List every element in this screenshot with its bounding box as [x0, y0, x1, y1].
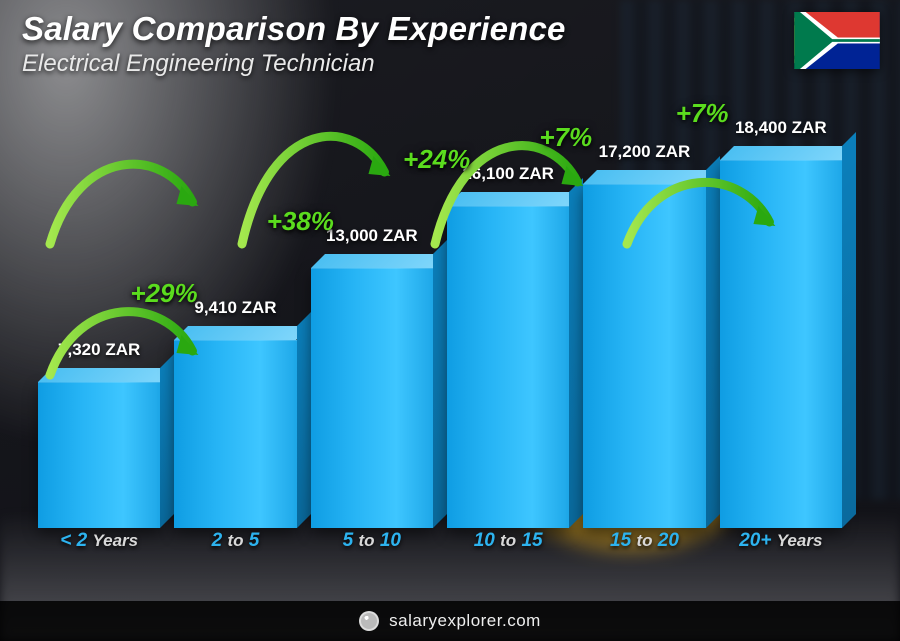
bar-front-face — [38, 382, 160, 528]
chart-title: Salary Comparison By Experience — [22, 10, 780, 48]
bar-top-face — [720, 146, 856, 160]
bar-side-face — [433, 240, 447, 528]
bar-value-label: 9,410 ZAR — [194, 298, 276, 318]
x-category-label: 2 to 5 — [174, 530, 296, 556]
bar-top-face — [38, 368, 174, 382]
header: Salary Comparison By Experience Electric… — [22, 10, 780, 78]
bar: 13,000 ZAR — [311, 268, 433, 528]
bar-value-label: 7,320 ZAR — [58, 340, 140, 360]
bar-top-face — [311, 254, 447, 268]
bar: 9,410 ZAR — [174, 340, 296, 528]
footer-text: salaryexplorer.com — [389, 611, 541, 631]
x-category-label: < 2 Years — [38, 530, 160, 556]
bar-value-label: 18,400 ZAR — [735, 118, 827, 138]
bar-front-face — [583, 184, 705, 528]
bar: 17,200 ZAR — [583, 184, 705, 528]
bar-3d — [311, 268, 433, 528]
bar-top-face — [174, 326, 310, 340]
bar-3d — [38, 382, 160, 528]
bar: 18,400 ZAR — [720, 160, 842, 528]
bars-container: 7,320 ZAR9,410 ZAR13,000 ZAR16,100 ZAR17… — [30, 110, 850, 528]
bar-side-face — [297, 312, 311, 528]
globe-icon — [359, 611, 379, 631]
bar-front-face — [311, 268, 433, 528]
bar-value-label: 16,100 ZAR — [462, 164, 554, 184]
bar-3d — [583, 184, 705, 528]
bar-top-face — [583, 170, 719, 184]
bar-chart: 7,320 ZAR9,410 ZAR13,000 ZAR16,100 ZAR17… — [30, 110, 850, 556]
bar: 16,100 ZAR — [447, 206, 569, 528]
bar-3d — [174, 340, 296, 528]
bar-side-face — [569, 178, 583, 528]
x-category-label: 20+ Years — [720, 530, 842, 556]
x-category-label: 5 to 10 — [311, 530, 433, 556]
chart-subtitle: Electrical Engineering Technician — [22, 50, 780, 78]
chart-canvas: Salary Comparison By Experience Electric… — [0, 0, 900, 641]
x-labels: < 2 Years 2 to 5 5 to 10 10 to 15 15 to 20 20… — [30, 530, 850, 556]
bar-front-face — [720, 160, 842, 528]
bar-side-face — [706, 156, 720, 528]
bar-3d — [447, 206, 569, 528]
bar-front-face — [447, 206, 569, 528]
x-category-label: 15 to 20 — [583, 530, 705, 556]
bar-value-label: 17,200 ZAR — [599, 142, 691, 162]
bar-value-label: 13,000 ZAR — [326, 226, 418, 246]
bar-side-face — [842, 132, 856, 528]
x-category-label: 10 to 15 — [447, 530, 569, 556]
bar-side-face — [160, 354, 174, 528]
footer: salaryexplorer.com — [0, 601, 900, 641]
bar-top-face — [447, 192, 583, 206]
bar: 7,320 ZAR — [38, 382, 160, 528]
bar-3d — [720, 160, 842, 528]
flag-south-africa-icon — [794, 12, 880, 69]
bar-front-face — [174, 340, 296, 528]
